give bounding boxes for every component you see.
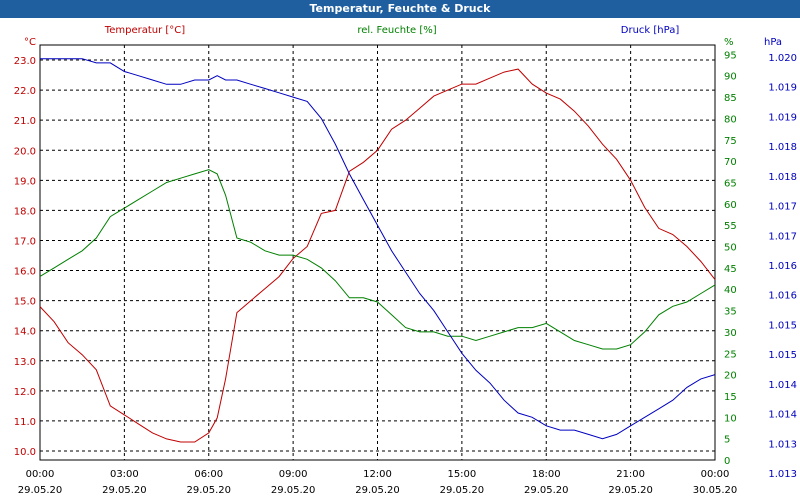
- x-tick-time: 06:00: [194, 469, 223, 480]
- pressure-axis-unit: hPa: [764, 37, 782, 48]
- humidity-tick-label: 50: [724, 243, 737, 254]
- temperature-tick-label: 21.0: [14, 116, 36, 127]
- series-layer: [39, 58, 716, 443]
- x-tick-time: 18:00: [532, 469, 561, 480]
- temperature-tick-label: 14.0: [14, 327, 36, 338]
- series-line-pressure: [40, 58, 716, 440]
- x-tick-date: 30.05.20: [693, 485, 738, 496]
- humidity-tick-label: 25: [724, 349, 737, 360]
- x-tick-time: 03:00: [110, 469, 139, 480]
- pressure-tick-label: 1.017: [768, 202, 797, 213]
- humidity-tick-label: 40: [724, 285, 737, 296]
- humidity-axis-unit: %: [724, 37, 734, 48]
- chart-area: °C % hPa Temperatur [°C] rel. Feuchte [%…: [14, 25, 797, 496]
- legend-humidity: rel. Feuchte [%]: [357, 25, 436, 36]
- pressure-tick-label: 1.019: [768, 83, 797, 94]
- temperature-tick-label: 12.0: [14, 387, 36, 398]
- temperature-tick-label: 16.0: [14, 267, 36, 278]
- humidity-tick-label: 35: [724, 307, 737, 318]
- pressure-tick-label: 1.019: [768, 112, 797, 123]
- pressure-tick-label: 1.015: [768, 320, 797, 331]
- x-tick-time: 09:00: [279, 469, 308, 480]
- series-line-temperature: [39, 68, 716, 443]
- x-tick-time: 00:00: [701, 469, 730, 480]
- x-tick-time: 21:00: [616, 469, 645, 480]
- pressure-tick-label: 1.016: [768, 261, 797, 272]
- pressure-tick-label: 1.016: [768, 291, 797, 302]
- humidity-tick-label: 55: [724, 221, 737, 232]
- temperature-tick-label: 20.0: [14, 146, 36, 157]
- x-tick-time: 00:00: [26, 469, 55, 480]
- pressure-tick-label: 1.013: [768, 469, 797, 480]
- pressure-tick-label: 1.017: [768, 231, 797, 242]
- temperature-tick-label: 11.0: [14, 417, 36, 428]
- x-tick-date: 29.05.20: [271, 485, 316, 496]
- temperature-tick-label: 10.0: [14, 447, 36, 458]
- pressure-tick-label: 1.014: [768, 410, 797, 421]
- x-tick-date: 29.05.20: [608, 485, 653, 496]
- temperature-tick-label: 15.0: [14, 297, 36, 308]
- temperature-axis-unit: °C: [24, 37, 36, 48]
- temperature-tick-label: 18.0: [14, 206, 36, 217]
- x-tick-time: 15:00: [447, 469, 476, 480]
- humidity-tick-label: 80: [724, 114, 737, 125]
- humidity-tick-label: 60: [724, 200, 737, 211]
- temperature-tick-label: 19.0: [14, 176, 36, 187]
- x-tick-date: 29.05.20: [355, 485, 400, 496]
- humidity-tick-label: 75: [724, 136, 737, 147]
- humidity-tick-label: 20: [724, 371, 737, 382]
- pressure-tick-label: 1.020: [768, 53, 797, 64]
- temperature-tick-label: 22.0: [14, 86, 36, 97]
- x-tick-date: 29.05.20: [524, 485, 569, 496]
- temperature-tick-label: 23.0: [14, 56, 36, 67]
- label-layer: °C % hPa Temperatur [°C] rel. Feuchte [%…: [14, 25, 797, 496]
- pressure-tick-label: 1.018: [768, 142, 797, 153]
- humidity-tick-label: 65: [724, 178, 737, 189]
- temperature-tick-label: 13.0: [14, 357, 36, 368]
- humidity-tick-label: 70: [724, 157, 737, 168]
- x-tick-date: 29.05.20: [18, 485, 63, 496]
- humidity-tick-label: 5: [724, 435, 730, 446]
- humidity-tick-label: 15: [724, 392, 737, 403]
- pressure-tick-label: 1.013: [768, 439, 797, 450]
- x-tick-time: 12:00: [363, 469, 392, 480]
- humidity-tick-label: 0: [724, 456, 730, 467]
- pressure-tick-label: 1.015: [768, 350, 797, 361]
- x-tick-date: 29.05.20: [102, 485, 147, 496]
- legend-pressure: Druck [hPa]: [621, 25, 680, 36]
- humidity-tick-label: 30: [724, 328, 737, 339]
- legend-temperature: Temperatur [°C]: [104, 25, 185, 36]
- temperature-tick-label: 17.0: [14, 236, 36, 247]
- window-title: Temperatur, Feuchte & Druck: [0, 0, 800, 18]
- humidity-tick-label: 10: [724, 413, 737, 424]
- humidity-tick-label: 95: [724, 50, 737, 61]
- humidity-tick-label: 90: [724, 72, 737, 83]
- x-tick-date: 29.05.20: [186, 485, 231, 496]
- pressure-tick-label: 1.014: [768, 380, 797, 391]
- pressure-tick-label: 1.018: [768, 172, 797, 183]
- humidity-tick-label: 85: [724, 93, 737, 104]
- x-tick-date: 29.05.20: [440, 485, 485, 496]
- humidity-tick-label: 45: [724, 264, 737, 275]
- series-line-humidity: [39, 169, 716, 350]
